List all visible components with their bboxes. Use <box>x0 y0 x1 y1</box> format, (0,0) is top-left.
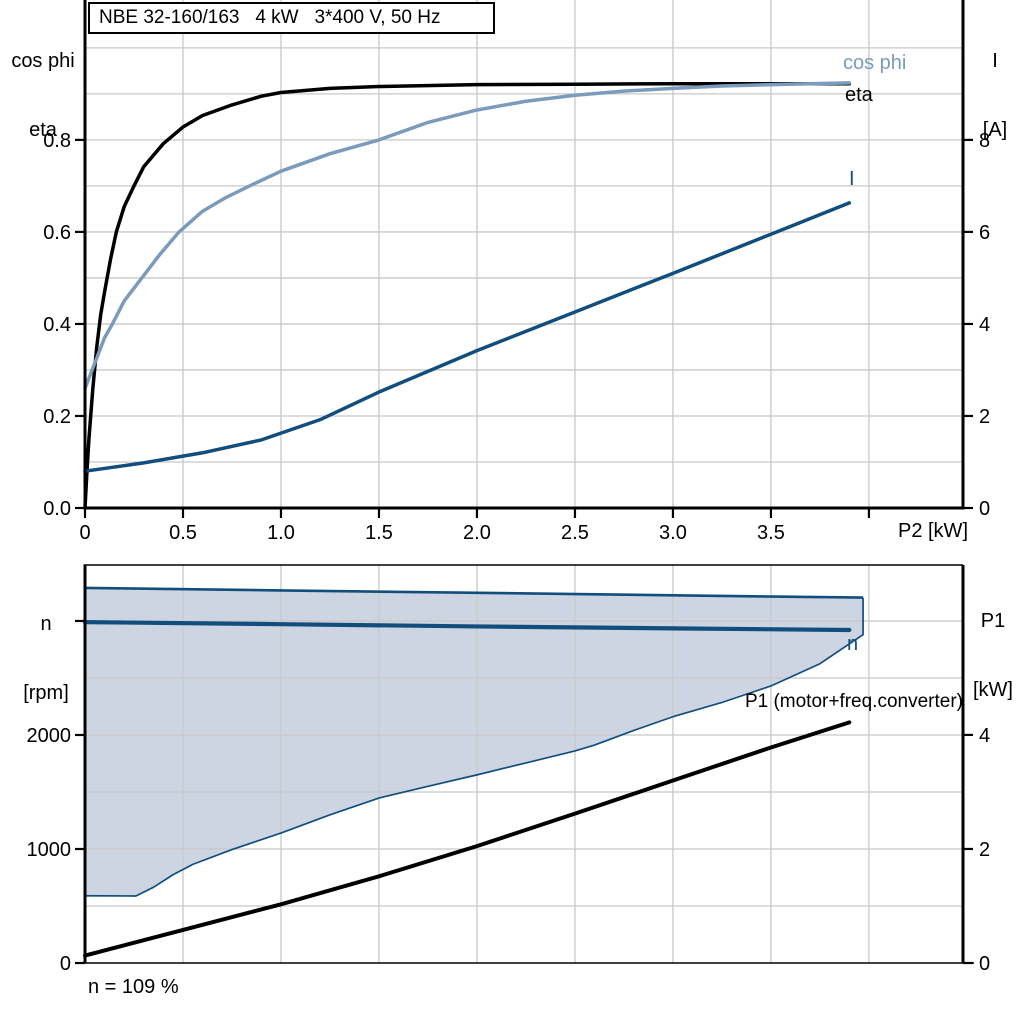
x-tick-label: 2.0 <box>463 522 491 544</box>
cosphi-curve-label: cos phi <box>843 52 907 74</box>
tick-marks <box>75 138 973 965</box>
y-right-tick-label: 2 <box>979 839 990 861</box>
y-left-tick-label: 0.8 <box>43 130 71 152</box>
grid-lines <box>85 0 963 963</box>
x-tick-label: 3.5 <box>757 522 785 544</box>
top-right-axis-title: I [A] <box>970 4 1020 188</box>
power-in-curve <box>83 720 852 958</box>
x-tick-label: 0 <box>79 522 90 544</box>
region-lower-boundary <box>84 597 864 897</box>
y-left-tick-label: 0.0 <box>43 498 71 520</box>
y-left-tick-label: 0.6 <box>43 222 71 244</box>
x-tick-label: 1.0 <box>267 522 295 544</box>
x-tick-label: 2.5 <box>561 522 589 544</box>
current-axis-unit: [A] <box>982 119 1008 141</box>
eta-curve <box>83 81 852 510</box>
y-left-tick-label: 0.4 <box>43 314 71 336</box>
y-right-tick-label: 0 <box>979 498 990 520</box>
curves <box>82 81 852 958</box>
speed-percent-annotation: n = 109 % <box>88 976 179 998</box>
x-tick-label: 0.5 <box>169 522 197 544</box>
eta-axis-label: eta <box>29 119 57 141</box>
y-left-tick-label: 0 <box>60 953 71 975</box>
y-right-tick-label: 2 <box>979 406 990 428</box>
y-left-tick-label: 2000 <box>27 725 72 747</box>
power-axis-unit: [kW] <box>973 679 1013 701</box>
chart-title-box: NBE 32-160/163 4 kW 3*400 V, 50 Hz <box>88 2 495 34</box>
power-axis-label: P1 <box>980 610 1006 632</box>
x-tick-label: 3.0 <box>659 522 687 544</box>
axes <box>83 0 974 964</box>
bottom-right-axis-title: P1 [kW] <box>966 564 1020 748</box>
cosphi-axis-label: cos phi <box>11 50 75 72</box>
top-left-axis-title: cos phi eta <box>6 4 80 188</box>
speed-axis-label: n <box>40 613 52 635</box>
chart-title: NBE 32-160/163 4 kW 3*400 V, 50 Hz <box>99 7 441 28</box>
cosphi-curve <box>83 81 852 391</box>
speed-curve <box>82 620 852 633</box>
allowed-speed-region <box>85 587 864 896</box>
speed-axis-unit: [rpm] <box>23 682 69 704</box>
current-curve <box>83 201 852 473</box>
y-right-tick-label: 8 <box>979 130 990 152</box>
speed-curve-label: n <box>847 633 859 655</box>
eta-curve-label: eta <box>845 84 873 106</box>
y-right-tick-label: 4 <box>979 725 990 747</box>
y-right-tick-label: 6 <box>979 222 990 244</box>
y-right-tick-label: 0 <box>979 953 990 975</box>
power-in-curve-label: P1 (motor+freq.converter) <box>744 691 963 712</box>
y-right-tick-label: 4 <box>979 314 990 336</box>
tick-labels: 0.0 0.2 0.4 0.6 0.8 0 2 4 6 8 0 0.5 1.0 1.5 2.0 2.5 3.0 3… <box>27 130 991 975</box>
x-axis-title: P2 [kW] <box>897 520 968 542</box>
current-curve-label: I <box>849 168 855 190</box>
bottom-left-axis-title: n [rpm] <box>10 567 82 751</box>
x-tick-label: 1.5 <box>365 522 393 544</box>
y-left-tick-label: 0.2 <box>43 406 71 428</box>
y-left-tick-label: 1000 <box>27 839 72 861</box>
current-axis-label: I <box>992 50 998 72</box>
region-upper-boundary <box>84 586 864 599</box>
